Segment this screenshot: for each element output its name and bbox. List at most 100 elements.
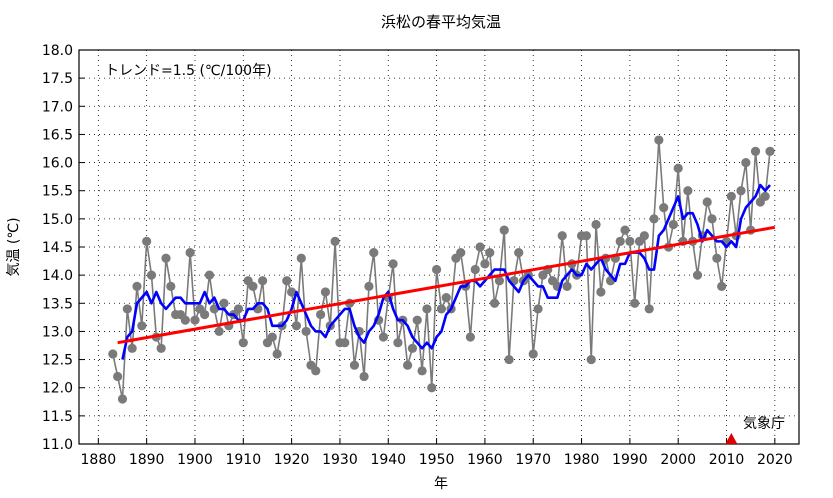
annual-data-point [142, 236, 152, 246]
annual-series-line [112, 140, 771, 400]
annual-data-point [417, 366, 427, 376]
annual-data-point [320, 287, 331, 297]
tick-layer: 1880 1890 1900 1910 1920 1930 1940 1950 1960 1970… [42, 43, 793, 468]
trend-annotation: トレンド=1.5 (℃/100年) [105, 63, 272, 79]
annual-data-point [736, 186, 746, 196]
moving-average-line [121, 183, 771, 360]
x-tick-label: 1930 [322, 452, 358, 468]
annual-data-point [311, 366, 321, 376]
annual-data-point [388, 259, 398, 269]
annual-data-point [557, 231, 567, 241]
annual-data-point [122, 304, 132, 314]
y-tick-label: 14.5 [42, 240, 73, 256]
annual-data-point [712, 253, 722, 263]
annual-data-point [190, 315, 200, 325]
annual-data-point [272, 349, 282, 359]
y-tick-label: 16.5 [42, 127, 73, 143]
annual-data-point [456, 248, 466, 258]
annual-data-point [422, 304, 432, 314]
annual-data-point [465, 332, 476, 342]
y-tick-label: 17.5 [42, 71, 73, 87]
x-tick-label: 1970 [515, 452, 551, 468]
annual-data-point [287, 287, 297, 297]
annual-data-point [470, 264, 480, 275]
trend-line [117, 225, 776, 345]
annual-data-point [204, 270, 215, 280]
annual-data-point [581, 231, 591, 241]
annual-data-point [330, 236, 340, 246]
annual-data-point [630, 298, 640, 308]
annual-data-point [219, 298, 229, 308]
y-tick-label: 15.0 [42, 212, 73, 228]
annual-data-point [258, 276, 268, 286]
annual-data-point [349, 360, 360, 370]
annual-data-point [127, 343, 137, 353]
annual-data-point [596, 287, 606, 297]
y-tick-label: 13.0 [42, 324, 73, 340]
x-tick-label: 1960 [467, 452, 503, 468]
annual-data-point [441, 293, 451, 303]
annual-data-point [726, 191, 736, 201]
annual-data-point [528, 349, 538, 359]
annual-data-point [431, 264, 442, 275]
annual-data-point [117, 394, 128, 404]
annual-data-point [533, 304, 543, 314]
annual-data-point [625, 236, 635, 246]
annual-data-point [692, 270, 703, 280]
annual-data-point [494, 276, 505, 286]
annual-data-point [132, 281, 142, 291]
y-tick-label: 18.0 [42, 43, 73, 59]
series-layer [108, 135, 776, 404]
annual-data-point [717, 281, 727, 291]
x-tick-label: 1940 [370, 452, 406, 468]
annual-data-point [683, 186, 693, 196]
annual-data-point [248, 281, 258, 291]
annual-data-point [180, 315, 190, 325]
x-tick-label: 1890 [129, 452, 165, 468]
annual-data-point [707, 214, 717, 224]
annual-data-point [296, 253, 306, 263]
annual-data-point [741, 157, 751, 168]
x-tick-label: 1910 [225, 452, 261, 468]
annual-data-point [668, 219, 678, 230]
annual-data-point [562, 281, 572, 291]
annual-data-point [586, 354, 596, 365]
annual-data-point [214, 326, 224, 337]
annual-data-point [702, 197, 712, 207]
annual-data-point [760, 191, 770, 201]
x-tick-label: 1920 [274, 452, 310, 468]
annual-data-point [316, 309, 326, 320]
annual-data-point [750, 146, 761, 156]
annual-data-point [659, 203, 669, 213]
annual-data-point [238, 338, 248, 348]
annual-data-point [291, 321, 302, 331]
x-axis-label: 年 [434, 476, 448, 492]
annual-data-point [233, 304, 244, 314]
annual-data-point [480, 259, 490, 269]
marker-triangle [725, 433, 738, 444]
y-tick-label: 17.0 [42, 99, 73, 115]
annual-data-point [209, 304, 219, 314]
annual-data-point [267, 332, 277, 342]
annual-data-point [185, 248, 195, 258]
annual-data-point [113, 371, 123, 382]
x-tick-label: 1880 [81, 452, 117, 468]
annual-data-point [161, 253, 171, 263]
x-tick-label: 2010 [709, 452, 745, 468]
grid [79, 49, 799, 445]
annual-data-point [359, 371, 369, 382]
x-tick-label: 1950 [419, 452, 455, 468]
y-tick-label: 13.5 [42, 296, 73, 312]
annual-data-point [378, 332, 389, 342]
annual-data-point [166, 281, 176, 291]
annual-data-point [620, 225, 630, 235]
annual-data-point [393, 338, 403, 348]
annual-data-point [489, 298, 500, 308]
y-tick-label: 11.0 [42, 437, 73, 453]
annual-data-point [412, 315, 422, 325]
annual-data-point [649, 214, 659, 224]
annual-data-point [427, 383, 437, 393]
y-axis-label: 気温 (℃) [6, 217, 22, 276]
chart-title: 浜松の春平均気温 [381, 13, 501, 31]
